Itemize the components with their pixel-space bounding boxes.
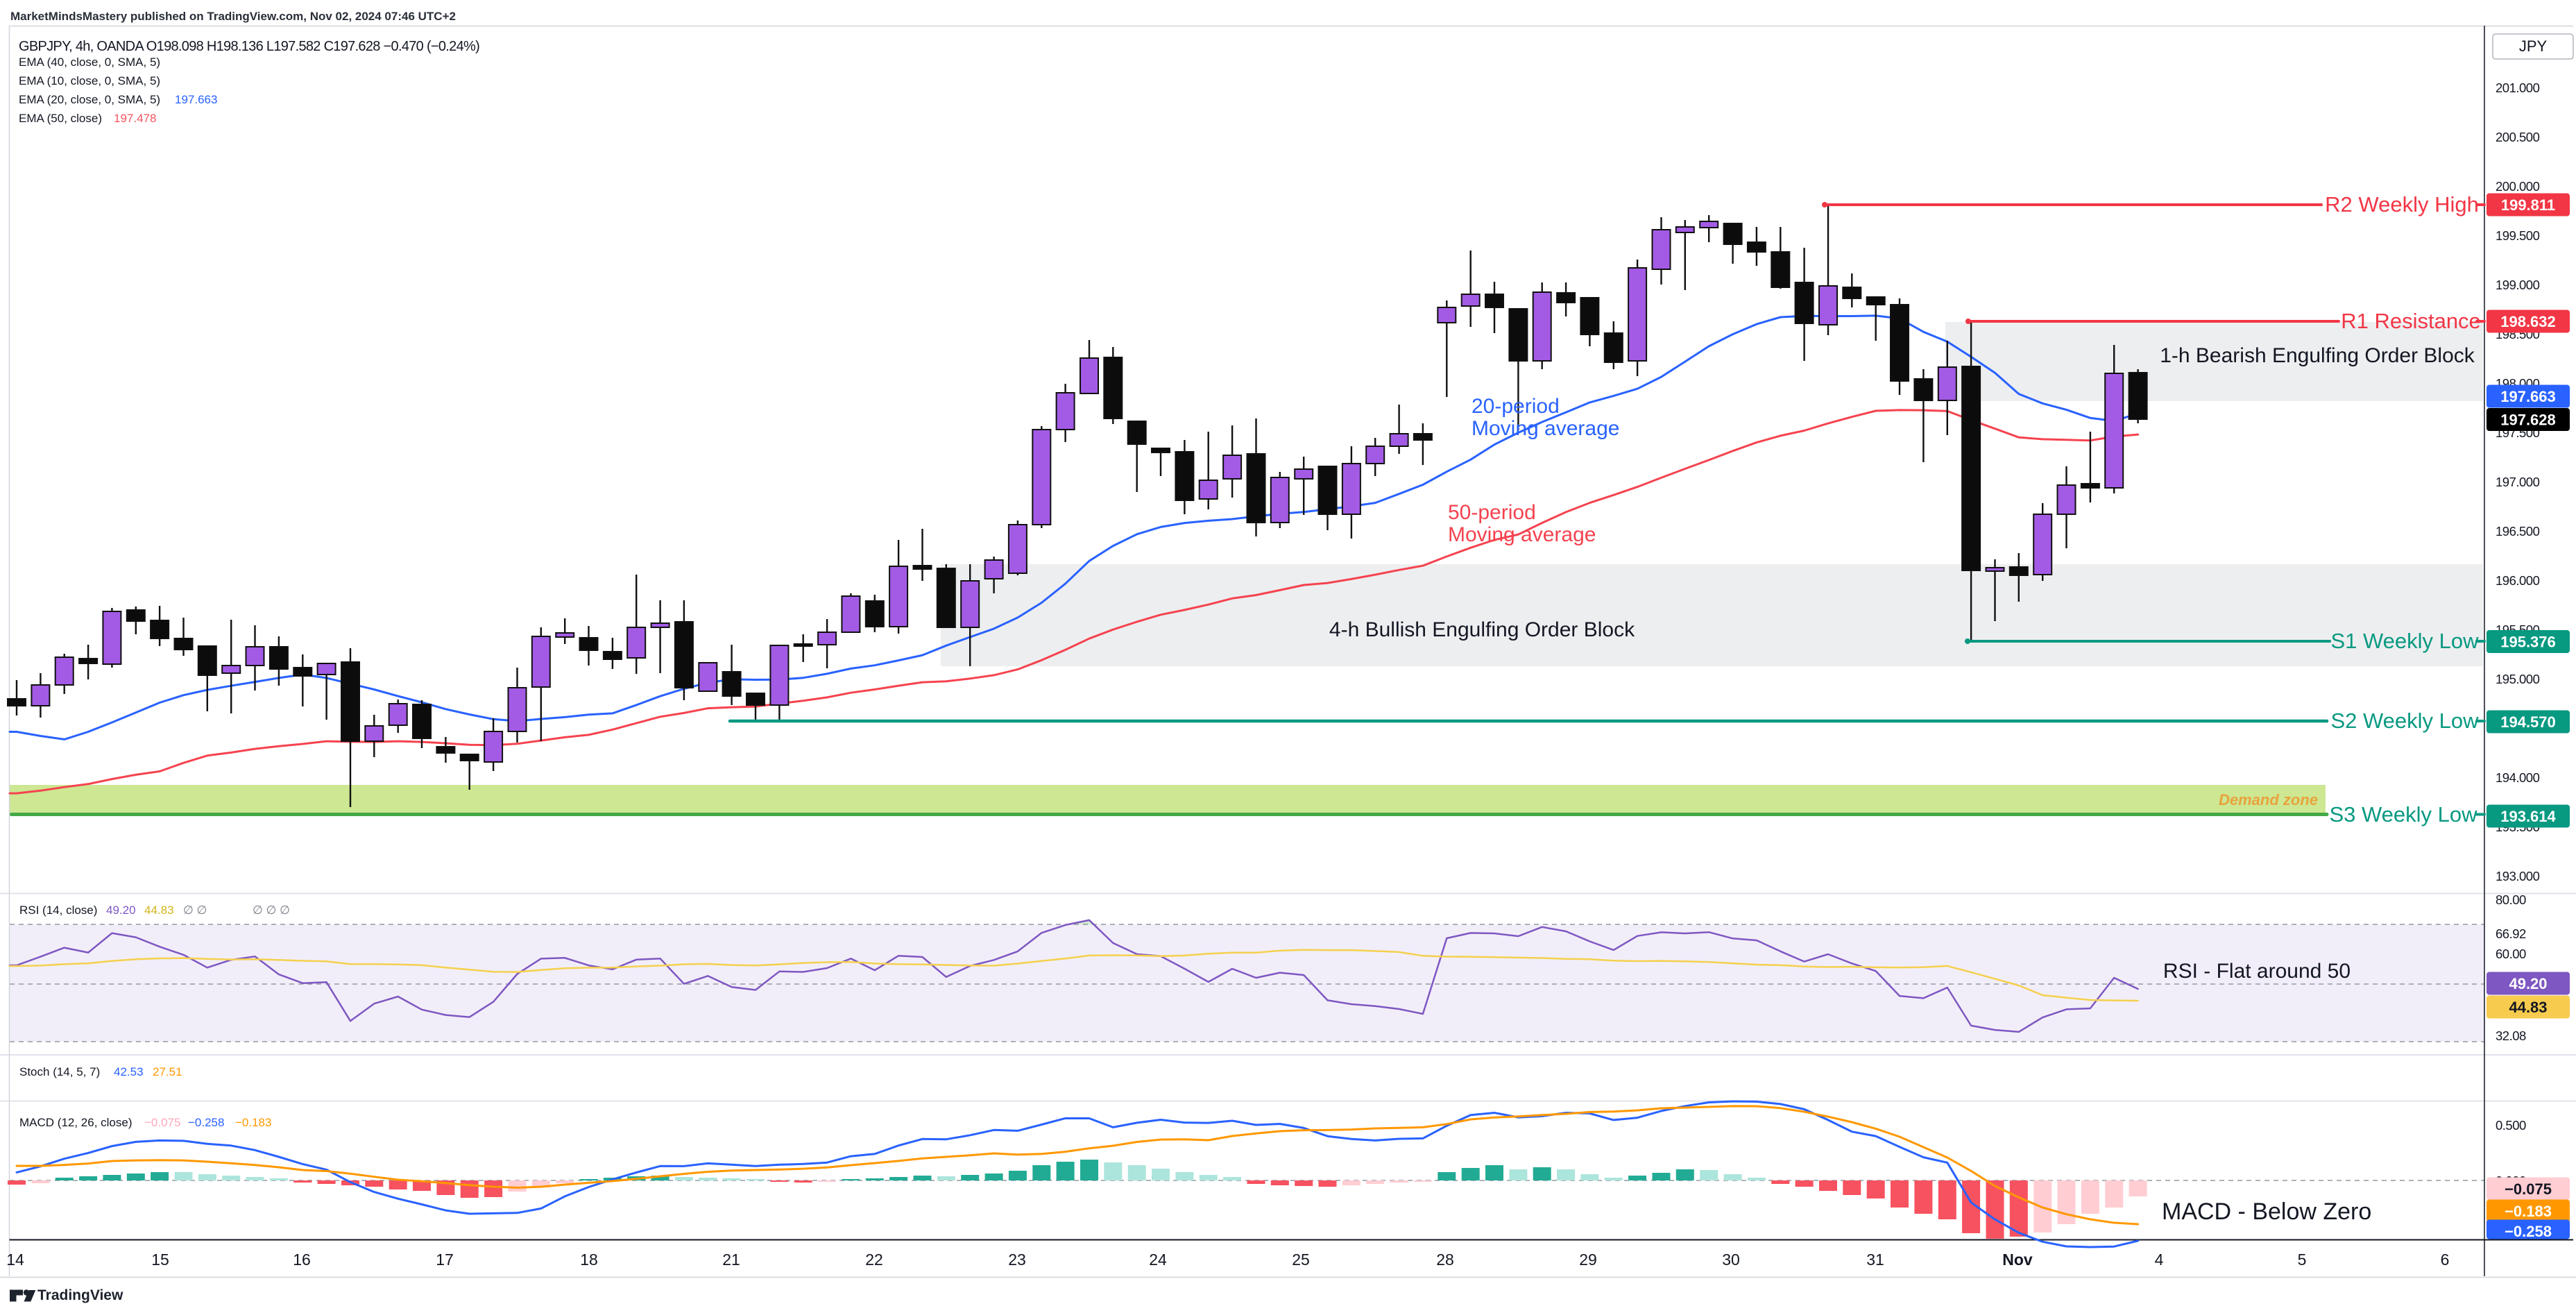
svg-text:195.376: 195.376 (2500, 634, 2556, 651)
svg-text:66.92: 66.92 (2496, 926, 2526, 941)
svg-text:S1 Weekly Low: S1 Weekly Low (2330, 629, 2479, 653)
svg-text:195.000: 195.000 (2496, 672, 2540, 686)
svg-text:∅ ∅ ∅: ∅ ∅ ∅ (253, 904, 290, 917)
svg-text:199.811: 199.811 (2501, 196, 2555, 214)
svg-text:1-h Bearish Engulfing Order Bl: 1-h Bearish Engulfing Order Block (2160, 344, 2475, 367)
svg-text:199.000: 199.000 (2496, 278, 2540, 292)
svg-text:EMA (40, close, 0, SMA, 5): EMA (40, close, 0, SMA, 5) (19, 56, 160, 69)
svg-text:32.08: 32.08 (2496, 1028, 2526, 1043)
svg-text:Nov: Nov (2002, 1251, 2033, 1269)
svg-text:29: 29 (1579, 1251, 1597, 1269)
svg-text:MACD (12, 26, close): MACD (12, 26, close) (19, 1116, 133, 1129)
svg-text:23: 23 (1008, 1251, 1026, 1269)
svg-text:RSI - Flat around 50: RSI - Flat around 50 (2163, 960, 2351, 983)
svg-text:Stoch (14, 5, 7): Stoch (14, 5, 7) (19, 1065, 100, 1078)
svg-text:14: 14 (6, 1251, 24, 1269)
svg-text:Moving average: Moving average (1472, 417, 1619, 440)
svg-text:198.632: 198.632 (2500, 313, 2556, 330)
svg-text:193.000: 193.000 (2496, 869, 2540, 883)
svg-text:60.00: 60.00 (2496, 947, 2526, 961)
svg-text:MACD - Below Zero: MACD - Below Zero (2162, 1198, 2371, 1225)
svg-text:EMA (50, close): EMA (50, close) (19, 112, 102, 125)
svg-text:194.000: 194.000 (2496, 770, 2540, 785)
svg-text:200.500: 200.500 (2496, 130, 2540, 144)
svg-text:Moving average: Moving average (1448, 523, 1596, 546)
svg-text:199.500: 199.500 (2496, 228, 2540, 243)
svg-text:∅ ∅: ∅ ∅ (183, 904, 207, 917)
svg-text:MarketMindsMastery published o: MarketMindsMastery published on TradingV… (10, 10, 456, 23)
svg-text:EMA (10, close, 0, SMA, 5): EMA (10, close, 0, SMA, 5) (19, 74, 160, 87)
svg-text:S2 Weekly Low: S2 Weekly Low (2330, 709, 2479, 733)
svg-text:24: 24 (1149, 1251, 1167, 1269)
svg-text:18: 18 (580, 1251, 598, 1269)
svg-text:−0.258: −0.258 (188, 1116, 224, 1129)
svg-text:17: 17 (436, 1251, 454, 1269)
svg-text:49.20: 49.20 (106, 904, 136, 917)
svg-text:−0.075: −0.075 (2505, 1180, 2552, 1198)
svg-text:49.20: 49.20 (2509, 975, 2547, 992)
svg-text:197.663: 197.663 (2500, 388, 2556, 405)
svg-text:−0.258: −0.258 (2505, 1223, 2552, 1240)
svg-text:4: 4 (2155, 1251, 2164, 1269)
svg-text:197.000: 197.000 (2496, 475, 2540, 489)
svg-text:200.000: 200.000 (2496, 179, 2540, 194)
svg-text:193.614: 193.614 (2500, 808, 2556, 825)
svg-text:RSI (14, close): RSI (14, close) (19, 904, 97, 917)
svg-text:15: 15 (151, 1251, 169, 1269)
svg-text:196.500: 196.500 (2496, 524, 2540, 539)
svg-text:28: 28 (1436, 1251, 1454, 1269)
svg-text:44.83: 44.83 (2509, 999, 2547, 1016)
svg-text:4-h Bullish Engulfing Order Bl: 4-h Bullish Engulfing Order Block (1329, 618, 1635, 641)
svg-text:TradingView: TradingView (37, 1287, 123, 1303)
svg-text:20-period: 20-period (1472, 395, 1560, 418)
svg-text:−0.183: −0.183 (235, 1116, 271, 1129)
svg-text:194.570: 194.570 (2500, 713, 2556, 731)
svg-text:21: 21 (722, 1251, 740, 1269)
svg-text:50-period: 50-period (1448, 501, 1536, 524)
svg-text:−0.183: −0.183 (2505, 1203, 2552, 1220)
svg-text:80.00: 80.00 (2496, 892, 2526, 907)
svg-text:EMA (20, close, 0, SMA, 5): EMA (20, close, 0, SMA, 5) (19, 93, 160, 106)
svg-text:31: 31 (1866, 1251, 1884, 1269)
svg-text:197.663: 197.663 (175, 93, 217, 106)
svg-text:42.53: 42.53 (114, 1065, 144, 1078)
svg-text:R1 Resistance: R1 Resistance (2341, 309, 2481, 333)
svg-text:S3 Weekly Low: S3 Weekly Low (2329, 802, 2477, 827)
svg-text:25: 25 (1292, 1251, 1310, 1269)
svg-text:197.478: 197.478 (114, 112, 156, 125)
svg-text:30: 30 (1722, 1251, 1740, 1269)
svg-text:6: 6 (2441, 1251, 2450, 1269)
svg-text:JPY: JPY (2519, 37, 2548, 55)
svg-text:27.51: 27.51 (153, 1065, 182, 1078)
svg-text:22: 22 (865, 1251, 883, 1269)
svg-text:196.000: 196.000 (2496, 573, 2540, 588)
svg-text:16: 16 (293, 1251, 311, 1269)
svg-text:5: 5 (2298, 1251, 2307, 1269)
svg-text:Demand zone: Demand zone (2219, 791, 2318, 808)
svg-text:197.628: 197.628 (2500, 412, 2556, 429)
svg-text:44.83: 44.83 (144, 904, 174, 917)
svg-text:GBPJPY, 4h, OANDA O198.098 H: GBPJPY, 4h, OANDA O198.098 H198.136 L197… (19, 39, 479, 54)
svg-text:201.000: 201.000 (2496, 81, 2540, 95)
svg-text:R2 Weekly High: R2 Weekly High (2325, 192, 2479, 217)
svg-text:−0.075: −0.075 (144, 1116, 180, 1129)
svg-text:0.500: 0.500 (2496, 1118, 2526, 1133)
